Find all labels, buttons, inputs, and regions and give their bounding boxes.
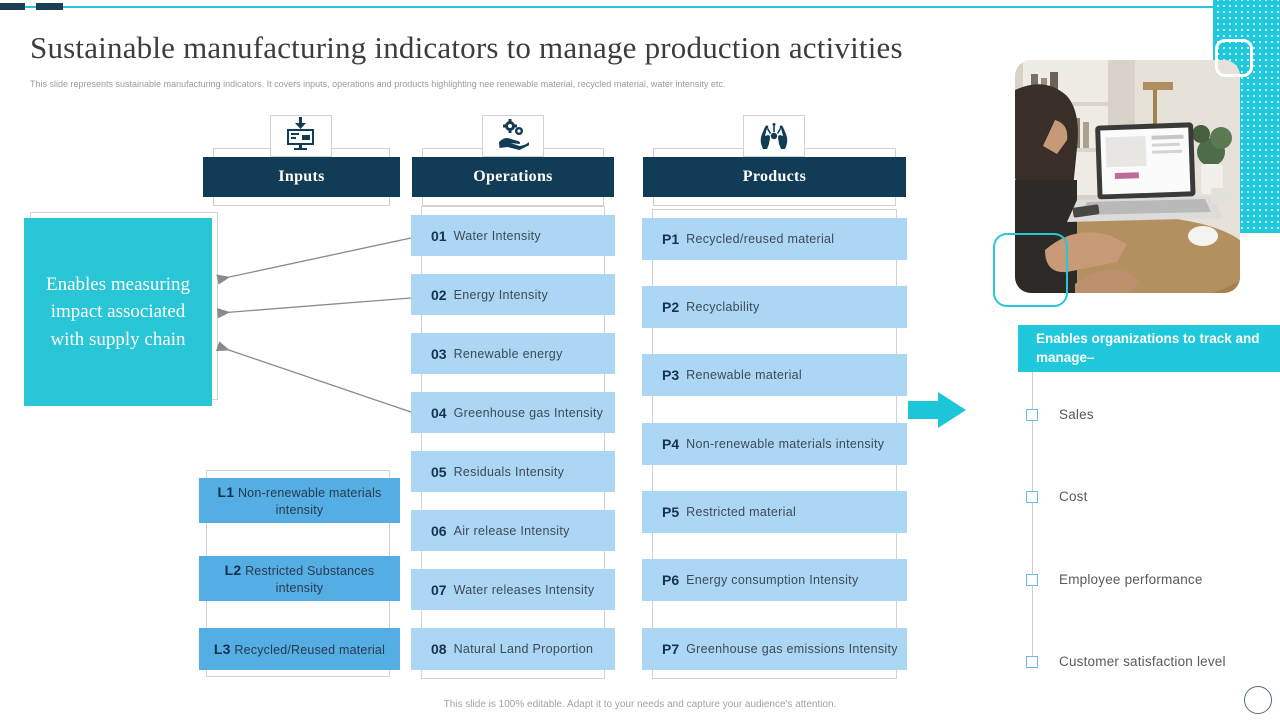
page-title: Sustainable manufacturing indicators to …: [30, 30, 903, 65]
top-dash-2: [36, 3, 63, 10]
products-icon-box: [743, 115, 805, 157]
products-header-label: Products: [742, 168, 807, 185]
hands-care-icon: [757, 118, 791, 155]
track-manage-header: Enables organizations to track and manag…: [1018, 325, 1280, 372]
operations-item: 03 Renewable energy: [411, 333, 615, 374]
cyan-block-arrow: [908, 392, 966, 428]
column-header-products: Products: [643, 157, 906, 197]
operations-header-label: Operations: [473, 168, 553, 185]
track-item-sales: Sales: [1026, 407, 1094, 422]
track-connector-line: [1032, 372, 1033, 661]
workspace-photo: [1015, 60, 1240, 293]
operations-item: 04 Greenhouse gas Intensity: [411, 392, 615, 433]
products-item: P3 Renewable material: [642, 354, 907, 396]
inputs-item: L3 Recycled/Reused material: [199, 628, 400, 670]
inputs-icon-box: [270, 115, 332, 157]
operations-item: 06 Air release Intensity: [411, 510, 615, 551]
footer-note: This slide is 100% editable. Adapt it to…: [443, 699, 837, 710]
supply-chain-note: Enables measuring impact associated with…: [24, 218, 212, 406]
products-item: P5 Restricted material: [642, 491, 907, 533]
deco-rounded-square-white: [1215, 39, 1253, 77]
checkbox-icon: [1026, 490, 1038, 503]
operations-icon-box: [482, 115, 544, 157]
products-item: P6 Energy consumption Intensity: [642, 559, 907, 601]
hand-gears-icon: [497, 118, 530, 155]
inputs-header-label: Inputs: [278, 168, 325, 185]
deco-circle: [1244, 686, 1272, 714]
products-item: P1 Recycled/reused material: [642, 218, 907, 260]
inputs-item: L1 Non-renewable materials intensity: [199, 478, 400, 523]
operations-item: 08 Natural Land Proportion: [411, 628, 615, 670]
operations-item: 05 Residuals Intensity: [411, 451, 615, 492]
inputs-item: L2 Restricted Substances intensity: [199, 556, 400, 601]
track-item-employee-performance: Employee performance: [1026, 572, 1203, 587]
track-item-cost: Cost: [1026, 489, 1088, 504]
operations-item: 02 Energy Intensity: [411, 274, 615, 315]
checkbox-icon: [1026, 408, 1038, 421]
column-header-operations: Operations: [412, 157, 614, 197]
column-header-inputs: Inputs: [203, 157, 400, 197]
track-item-customer-satisfaction: Customer satisfaction level: [1026, 654, 1226, 669]
checkbox-icon: [1026, 573, 1038, 586]
products-item: P4 Non-renewable materials intensity: [642, 423, 907, 465]
top-dash-1: [0, 3, 25, 10]
checkbox-icon: [1026, 655, 1038, 668]
products-item: P2 Recyclability: [642, 286, 907, 328]
operations-item: 01 Water Intensity: [411, 215, 615, 256]
top-accent-line: [0, 6, 1280, 8]
operations-item: 07 Water releases Intensity: [411, 569, 615, 610]
products-item: P7 Greenhouse gas emissions Intensity: [642, 628, 907, 670]
deco-rounded-square-cyan: [993, 233, 1068, 307]
monitor-input-icon: [286, 116, 316, 156]
page-subtitle: This slide represents sustainable manufa…: [30, 79, 726, 89]
operations-column-frame: [421, 206, 605, 679]
